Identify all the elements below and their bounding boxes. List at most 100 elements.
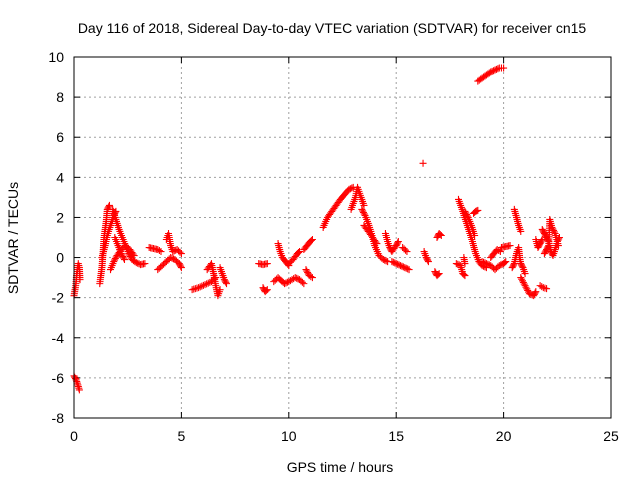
- data-point: [517, 227, 525, 235]
- data-point: [403, 248, 411, 256]
- data-point: [538, 236, 546, 244]
- data-point: [294, 249, 302, 257]
- data-point: [518, 262, 526, 270]
- data-point: [110, 258, 118, 266]
- data-point: [550, 226, 558, 234]
- data-point: [520, 280, 528, 288]
- data-point: [461, 207, 469, 215]
- data-point: [402, 246, 410, 254]
- data-point: [300, 280, 308, 288]
- data-point: [544, 243, 552, 251]
- data-point: [129, 250, 137, 258]
- data-point: [307, 273, 315, 281]
- data-point: [157, 248, 165, 256]
- data-point: [302, 266, 310, 274]
- data-point: [358, 205, 366, 213]
- data-point: [436, 230, 444, 238]
- data-point: [359, 208, 367, 216]
- data-point: [544, 236, 552, 244]
- data-point: [262, 287, 270, 295]
- data-point: [359, 207, 367, 215]
- data-point: [360, 201, 368, 209]
- y-tick-label: 10: [48, 49, 64, 65]
- data-point: [141, 260, 149, 268]
- x-tick-label: 25: [603, 428, 619, 444]
- data-point: [434, 271, 442, 279]
- data-point: [506, 242, 514, 250]
- data-point: [500, 64, 508, 72]
- data-point: [195, 284, 203, 292]
- data-point: [177, 264, 185, 272]
- data-point: [117, 250, 125, 258]
- data-point: [435, 270, 443, 278]
- y-tick-label: -2: [52, 290, 65, 306]
- data-point: [198, 282, 206, 290]
- data-point: [501, 259, 509, 267]
- grid: [74, 57, 611, 418]
- y-tick-label: 2: [56, 209, 64, 225]
- data-point: [437, 231, 445, 239]
- data-point: [111, 255, 119, 263]
- data-point: [496, 248, 504, 256]
- data-point: [105, 201, 113, 209]
- data-point: [424, 256, 432, 264]
- data-point: [199, 281, 207, 289]
- data-point: [73, 379, 81, 387]
- y-tick-label: 8: [56, 89, 64, 105]
- data-point: [502, 258, 510, 266]
- y-tick-label: -8: [52, 410, 65, 426]
- data-point: [474, 206, 482, 214]
- data-point: [176, 248, 184, 256]
- data-point: [460, 271, 468, 279]
- data-point: [522, 283, 530, 291]
- data-point: [204, 279, 212, 287]
- data-point: [538, 283, 546, 291]
- x-tick-label: 15: [388, 428, 404, 444]
- data-point: [517, 274, 525, 282]
- data-point: [524, 286, 532, 294]
- y-tick-label: -6: [52, 370, 65, 386]
- data-point: [283, 278, 291, 286]
- data-point: [404, 265, 412, 273]
- data-point: [394, 239, 402, 247]
- data-point: [111, 256, 119, 264]
- data-point: [531, 289, 539, 297]
- data-point: [177, 262, 185, 270]
- data-points: [70, 64, 563, 394]
- data-point: [196, 283, 204, 291]
- y-tick-label: 0: [56, 250, 64, 266]
- data-point: [296, 248, 304, 256]
- data-point: [303, 267, 311, 275]
- data-point: [308, 274, 316, 282]
- data-point: [307, 237, 315, 245]
- data-point: [120, 256, 128, 264]
- data-point: [424, 258, 432, 266]
- data-point: [463, 212, 471, 220]
- data-point: [177, 250, 185, 258]
- data-point: [263, 286, 271, 294]
- data-point: [532, 288, 540, 296]
- data-point: [510, 261, 518, 269]
- data-point: [519, 277, 527, 285]
- data-point: [372, 238, 380, 246]
- data-point: [119, 253, 127, 261]
- data-point: [463, 210, 471, 218]
- data-point: [554, 242, 562, 250]
- data-point: [130, 252, 138, 260]
- data-point: [118, 251, 126, 259]
- data-point: [523, 285, 531, 293]
- data-point: [216, 286, 224, 294]
- data-point: [222, 278, 230, 286]
- data-point: [201, 281, 209, 289]
- data-point: [75, 386, 83, 394]
- x-tick-label: 5: [178, 428, 186, 444]
- data-point: [223, 280, 231, 288]
- data-point: [462, 209, 470, 217]
- data-point: [263, 260, 271, 268]
- data-point: [519, 278, 527, 286]
- data-point: [461, 272, 469, 280]
- x-tick-label: 10: [281, 428, 297, 444]
- data-point: [405, 266, 413, 274]
- data-point: [550, 228, 558, 236]
- data-point: [518, 275, 526, 283]
